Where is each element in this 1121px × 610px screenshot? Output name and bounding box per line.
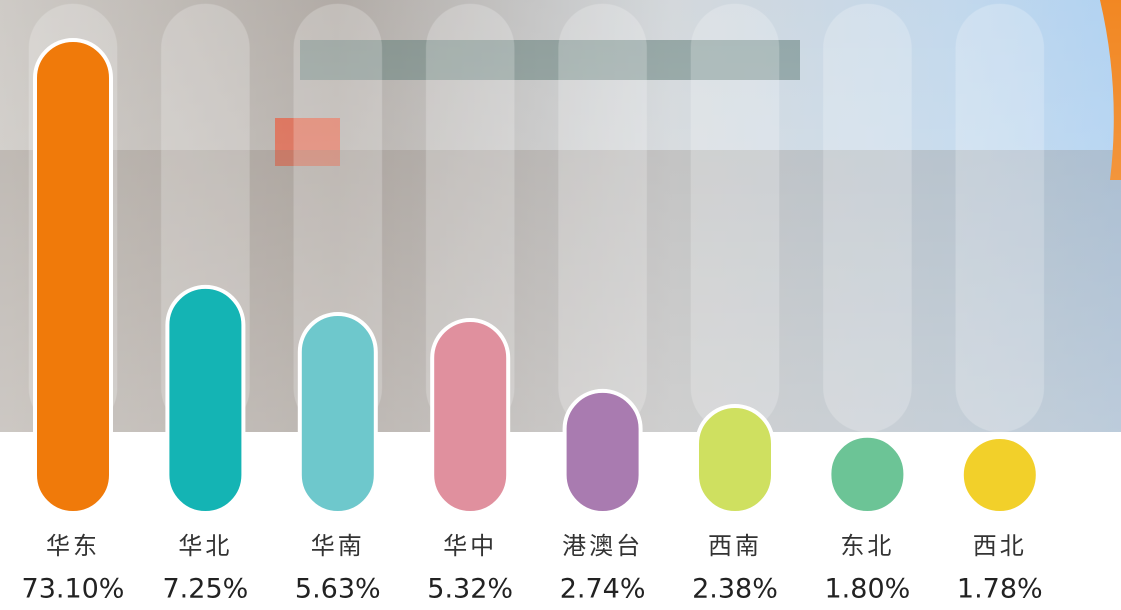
value-label: 7.25% — [163, 574, 249, 605]
value-label: 5.32% — [427, 574, 513, 605]
bar — [697, 406, 773, 513]
bar — [167, 287, 243, 513]
value-label: 5.63% — [295, 574, 381, 605]
category-label: 华东 — [46, 532, 100, 560]
glass-column — [823, 4, 911, 432]
value-label: 73.10% — [22, 574, 125, 605]
category-label: 西北 — [973, 532, 1027, 560]
bar — [962, 437, 1038, 513]
bar — [35, 40, 111, 513]
glass-column — [691, 4, 779, 432]
bar — [432, 320, 508, 513]
chart: 华东 73.10% 华北 7.25% 华南 5.63% 华中 5.32% 港澳台 2.74% 西南 2… — [0, 0, 1121, 610]
value-label: 1.80% — [825, 574, 911, 605]
value-label: 2.38% — [692, 574, 778, 605]
glass-column — [559, 4, 647, 432]
value-label: 2.74% — [560, 574, 646, 605]
glass-column — [956, 4, 1044, 432]
category-label: 港澳台 — [562, 532, 643, 560]
category-label: 华中 — [443, 532, 497, 560]
category-label: 东北 — [840, 532, 894, 560]
page: 华东 73.10% 华北 7.25% 华南 5.63% 华中 5.32% 港澳台 2.74% 西南 2… — [0, 0, 1121, 610]
bar — [829, 436, 905, 513]
value-label: 1.78% — [957, 574, 1043, 605]
bar — [565, 391, 641, 513]
bar — [300, 314, 376, 513]
category-label: 华南 — [311, 532, 365, 560]
category-label: 华北 — [178, 532, 232, 560]
category-label: 西南 — [708, 532, 762, 560]
